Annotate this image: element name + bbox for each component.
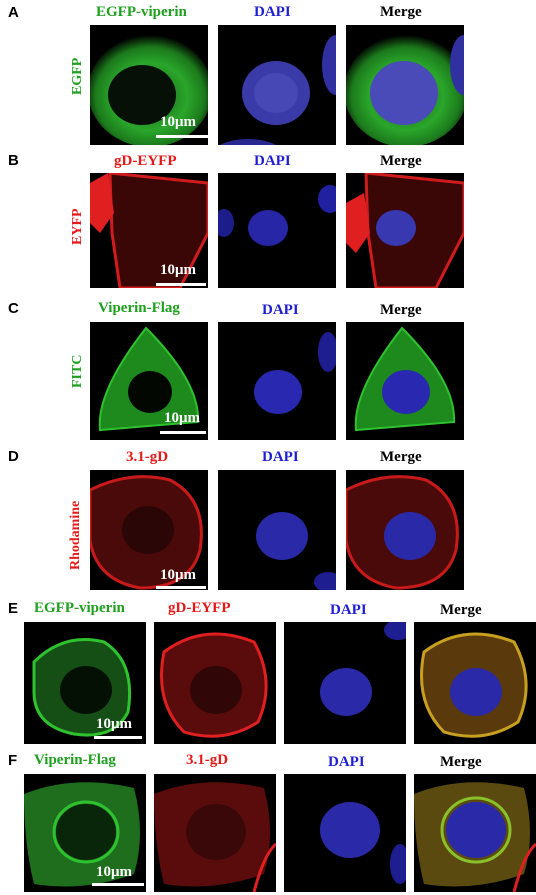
scale-bar-label-b: 10μm bbox=[160, 262, 196, 278]
scale-bar-label-a: 10μm bbox=[160, 114, 196, 130]
row-label-rhodamine: Rhodamine bbox=[68, 500, 83, 570]
header-d-3-1-gd: 3.1-gD bbox=[126, 449, 169, 465]
micrograph-e-merge bbox=[414, 622, 536, 744]
panel-letter-e: E bbox=[8, 600, 19, 617]
scale-bar-b bbox=[156, 283, 206, 286]
scale-bar-e bbox=[94, 736, 142, 739]
scale-bar-label-e: 10μm bbox=[96, 716, 132, 732]
micrograph-f-viperin-flag bbox=[24, 774, 146, 892]
micrograph-a-dapi bbox=[218, 25, 336, 145]
micrograph-f-3-1-gd bbox=[154, 774, 276, 892]
micrograph-a-merge bbox=[346, 25, 464, 145]
panel-letter-d: D bbox=[8, 448, 19, 465]
header-e-egfp-viperin: EGFP-viperin bbox=[34, 600, 125, 616]
header-f-merge: Merge bbox=[440, 754, 482, 770]
header-d-dapi: DAPI bbox=[262, 449, 299, 465]
micrograph-b-gd-eyfp bbox=[90, 173, 208, 288]
header-c-merge: Merge bbox=[380, 302, 422, 318]
panel-letter-f: F bbox=[8, 752, 18, 769]
header-a-dapi: DAPI bbox=[254, 4, 291, 20]
header-b-dapi: DAPI bbox=[254, 153, 291, 169]
micrograph-c-viperin-flag bbox=[90, 322, 208, 440]
micrograph-d-dapi bbox=[218, 470, 336, 590]
header-e-dapi: DAPI bbox=[330, 602, 367, 618]
micrograph-b-merge bbox=[346, 173, 464, 288]
scale-bar-label-f: 10μm bbox=[96, 864, 132, 880]
header-b-merge: Merge bbox=[380, 153, 422, 169]
header-a-merge: Merge bbox=[380, 4, 422, 20]
header-f-dapi: DAPI bbox=[328, 754, 365, 770]
row-label-fitc: FITC bbox=[70, 354, 85, 388]
micrograph-b-dapi bbox=[218, 173, 336, 288]
header-c-viperin-flag: Viperin-Flag bbox=[98, 300, 180, 316]
scale-bar-c bbox=[160, 431, 206, 434]
panel-letter-a: A bbox=[8, 4, 19, 21]
micrograph-f-dapi bbox=[284, 774, 406, 892]
scale-bar-f bbox=[92, 883, 144, 886]
scale-bar-d bbox=[156, 586, 206, 589]
header-f-viperin-flag: Viperin-Flag bbox=[34, 752, 116, 768]
row-label-egfp: EGFP bbox=[70, 57, 85, 95]
micrograph-f-merge bbox=[414, 774, 536, 892]
micrograph-c-merge bbox=[346, 322, 464, 440]
row-label-eyfp: EYFP bbox=[70, 208, 85, 245]
panel-letter-b: B bbox=[8, 152, 19, 169]
header-b-gd-eyfp: gD-EYFP bbox=[114, 153, 177, 169]
micrograph-a-egfp-viperin bbox=[90, 25, 208, 145]
micrograph-e-dapi bbox=[284, 622, 406, 744]
panel-letter-c: C bbox=[8, 300, 19, 317]
header-e-gd-eyfp: gD-EYFP bbox=[168, 600, 231, 616]
scale-bar-label-d: 10μm bbox=[160, 567, 196, 583]
header-d-merge: Merge bbox=[380, 449, 422, 465]
micrograph-d-3-1-gd bbox=[90, 470, 208, 590]
micrograph-d-merge bbox=[346, 470, 464, 590]
header-c-dapi: DAPI bbox=[262, 302, 299, 318]
header-f-3-1-gd: 3.1-gD bbox=[186, 752, 229, 768]
micrograph-e-egfp-viperin bbox=[24, 622, 146, 744]
scale-bar-label-c: 10μm bbox=[164, 410, 200, 426]
micrograph-c-dapi bbox=[218, 322, 336, 440]
micrograph-e-gd-eyfp bbox=[154, 622, 276, 744]
header-a-egfp-viperin: EGFP-viperin bbox=[96, 4, 187, 20]
scale-bar-a bbox=[156, 135, 208, 138]
header-e-merge: Merge bbox=[440, 602, 482, 618]
